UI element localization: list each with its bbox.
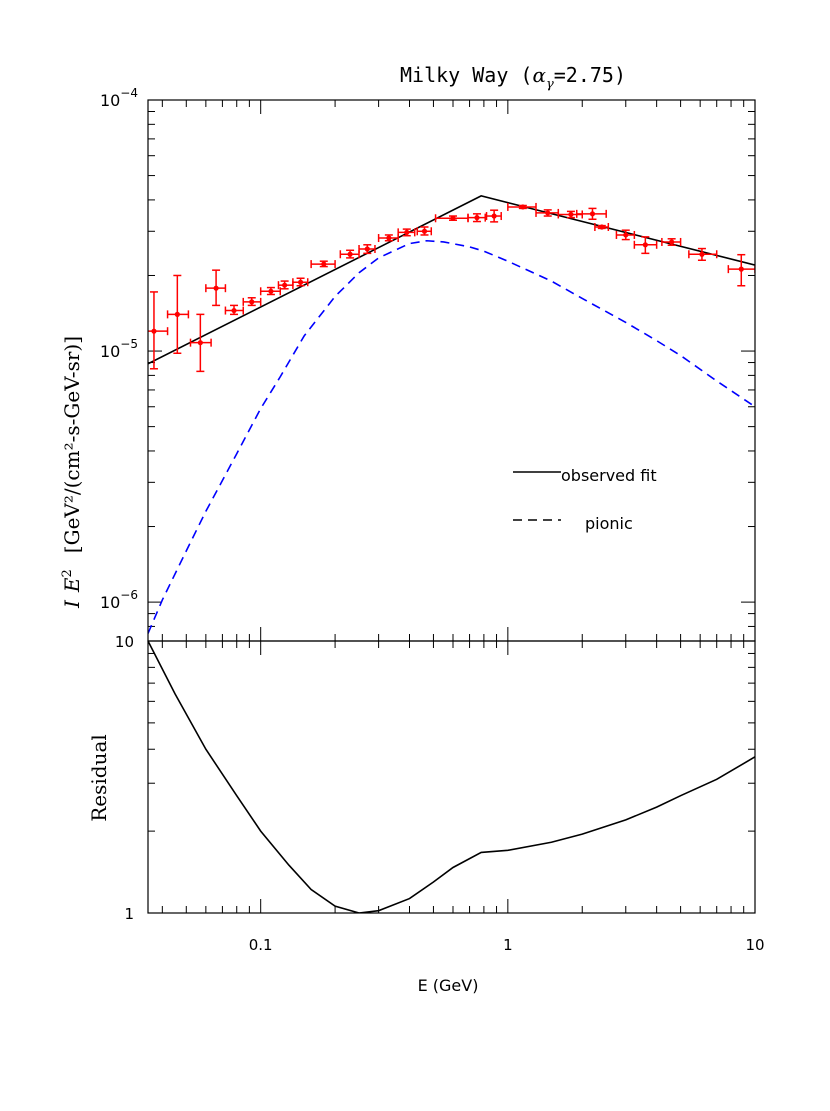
title-subscript: γ [546, 77, 554, 92]
pionic-line [148, 239, 755, 634]
ylabel-E: E [60, 577, 84, 593]
data-point-marker [249, 299, 255, 305]
data-point-marker [450, 215, 456, 221]
data-point-marker [599, 224, 605, 230]
data-point-marker [568, 211, 574, 218]
tick-exponent: −5 [120, 337, 138, 351]
data-point-marker [642, 242, 648, 248]
title-alpha: α [532, 63, 546, 87]
top-y-tick-label: 10−6 [100, 588, 138, 612]
top-panel-frame [147, 99, 756, 642]
data-point-marker [151, 328, 157, 334]
data-point-marker [386, 235, 392, 241]
data-point-marker [197, 340, 203, 346]
residual-line [148, 641, 755, 913]
bottom-y-tick-label: 10 [115, 633, 134, 651]
data-point-marker [623, 232, 629, 238]
title-prefix: Milky Way ( [400, 63, 532, 87]
data-point-marker [231, 307, 237, 314]
data-points [148, 202, 755, 373]
tick-base: 10 [100, 593, 120, 612]
legend: observed fit pionic [513, 466, 657, 533]
top-panel-series [148, 195, 755, 634]
x-axis-label: E (GeV) [418, 976, 479, 995]
top-y-axis-label: IE2 [GeV²/(cm²-s-GeV-sr)] [60, 336, 84, 609]
x-tick-label: 1 [503, 936, 513, 954]
data-point-marker [213, 285, 219, 291]
bottom-y-tick-labels: 1 10 [115, 633, 134, 923]
x-tick-labels: 0.1 1 10 [249, 936, 765, 954]
observed-fit-line [148, 195, 755, 365]
data-point-marker [364, 246, 370, 252]
data-point-marker [589, 211, 596, 217]
top-y-tick-label: 10−4 [100, 86, 138, 110]
ylabel-units: [GeV²/(cm²-s-GeV-sr)] [60, 336, 84, 553]
data-point-marker [491, 213, 497, 219]
top-panel-ticks [148, 99, 756, 642]
x-tick-label: 0.1 [249, 936, 273, 954]
data-point-marker [174, 311, 180, 317]
title-suffix: =2.75) [554, 63, 626, 87]
legend-label: pionic [585, 514, 633, 533]
data-point-marker [347, 251, 353, 257]
bottom-panel-ticks [148, 640, 756, 914]
bottom-panel: 1 10 0.1 1 10 [115, 633, 765, 954]
ylabel-I: I [60, 599, 84, 609]
data-point-marker [297, 279, 304, 285]
tick-exponent: −6 [120, 588, 138, 602]
legend-label: observed fit [561, 466, 657, 485]
data-point-marker [282, 282, 288, 288]
tick-base: 10 [100, 342, 120, 361]
data-point-marker [545, 210, 551, 216]
bottom-y-axis-label: Residual [87, 734, 111, 822]
data-point-marker [738, 266, 744, 272]
data-point-marker [669, 239, 675, 245]
data-point-marker [520, 204, 526, 210]
bottom-panel-series [148, 641, 755, 913]
top-y-tick-label: 10−5 [100, 337, 138, 361]
x-tick-label: 10 [745, 936, 764, 954]
data-point-marker [268, 288, 274, 294]
data-point-marker [321, 261, 327, 267]
data-point-marker [421, 228, 428, 234]
tick-base: 10 [100, 91, 120, 110]
bottom-y-tick-label: 1 [124, 905, 134, 923]
top-panel: 10−610−510−4 [100, 86, 756, 642]
data-point-marker [699, 251, 705, 257]
top-y-tick-labels: 10−610−510−4 [100, 86, 138, 612]
chart-title: Milky Way (αγ=2.75) [400, 63, 626, 92]
ylabel-power: 2 [60, 569, 75, 577]
tick-exponent: −4 [120, 86, 138, 100]
data-point-marker [474, 215, 480, 221]
bottom-panel-frame [147, 640, 756, 914]
data-point-marker [404, 229, 410, 235]
